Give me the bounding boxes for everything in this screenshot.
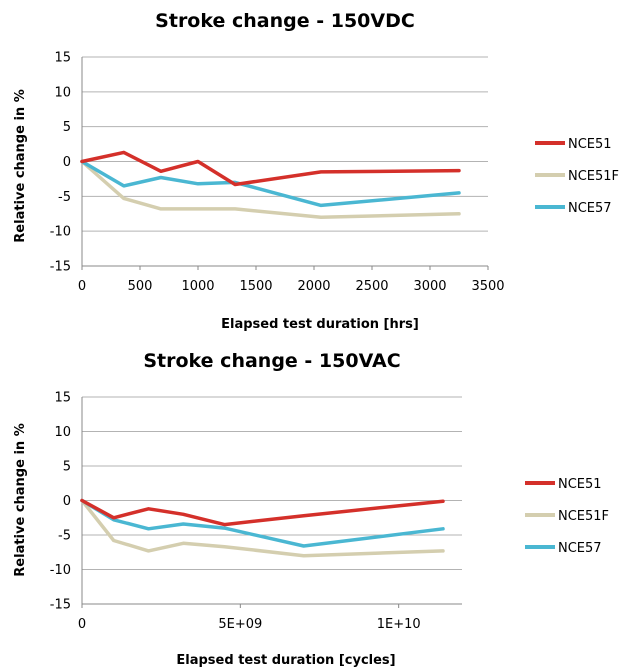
y-tick-label: 15 bbox=[54, 51, 71, 66]
y-tick-label: 0 bbox=[63, 494, 71, 509]
y-tick-label: -5 bbox=[58, 190, 71, 205]
series-line-nce57 bbox=[80, 498, 445, 548]
y-axis-label: Relative change in % bbox=[13, 89, 28, 242]
series-line-nce51f bbox=[80, 498, 445, 558]
x-tick-label: 3500 bbox=[471, 279, 504, 294]
y-tick-label: 5 bbox=[63, 460, 71, 475]
x-tick-label: 0 bbox=[78, 617, 86, 632]
legend-label: NCE57 bbox=[558, 541, 602, 556]
legend-label: NCE57 bbox=[568, 201, 612, 216]
legend-label: NCE51F bbox=[568, 169, 619, 184]
series-line-nce51 bbox=[80, 498, 445, 527]
x-axis-label: Elapsed test duration [hrs] bbox=[221, 317, 419, 332]
x-tick-label: 1E+10 bbox=[377, 617, 421, 632]
x-tick-label: 0 bbox=[78, 279, 86, 294]
y-tick-label: 10 bbox=[54, 85, 71, 100]
y-tick-label: 10 bbox=[54, 425, 71, 440]
legend-label: NCE51 bbox=[568, 137, 612, 152]
x-tick-label: 3000 bbox=[413, 279, 446, 294]
y-tick-label: -10 bbox=[50, 563, 71, 578]
y-tick-label: -15 bbox=[50, 260, 71, 275]
y-tick-label: -10 bbox=[50, 225, 71, 240]
chart-title: Stroke change - 150VAC bbox=[143, 350, 400, 372]
x-tick-label: 2500 bbox=[355, 279, 388, 294]
y-tick-label: 5 bbox=[63, 120, 71, 135]
x-tick-label: 1000 bbox=[181, 279, 214, 294]
series-line-nce57 bbox=[80, 159, 461, 208]
chart-150vdc: Stroke change - 150VDC Elapsed test dura… bbox=[13, 10, 619, 332]
series-line-nce51 bbox=[80, 150, 461, 187]
y-axis-label: Relative change in % bbox=[13, 423, 28, 576]
x-tick-label: 500 bbox=[128, 279, 153, 294]
y-tick-label: -5 bbox=[58, 529, 71, 544]
chart-150vac: Stroke change - 150VAC Elapsed test dura… bbox=[13, 350, 609, 668]
x-tick-label: 1500 bbox=[239, 279, 272, 294]
y-tick-label: 0 bbox=[63, 155, 71, 170]
y-tick-label: 15 bbox=[54, 391, 71, 406]
y-tick-label: -15 bbox=[50, 598, 71, 613]
x-tick-label: 2000 bbox=[297, 279, 330, 294]
x-tick-label: 5E+09 bbox=[218, 617, 262, 632]
legend-label: NCE51F bbox=[558, 509, 609, 524]
x-axis-label: Elapsed test duration [cycles] bbox=[176, 653, 395, 668]
chart-title: Stroke change - 150VDC bbox=[155, 10, 415, 32]
legend-label: NCE51 bbox=[558, 477, 602, 492]
series-line-nce51f bbox=[80, 159, 461, 219]
